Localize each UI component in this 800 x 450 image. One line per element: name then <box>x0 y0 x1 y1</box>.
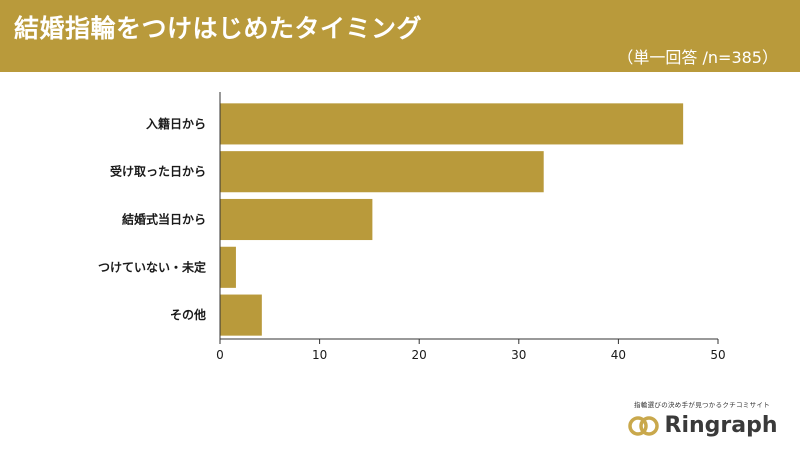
bar-4 <box>220 294 262 336</box>
x-tick-label-1: 10 <box>312 348 327 362</box>
x-tick-label-3: 30 <box>511 348 526 362</box>
x-tick-label-4: 40 <box>611 348 626 362</box>
rings-logo-icon <box>627 415 659 436</box>
brand-block: 指輪選びの決め手が見つかるクチコミサイト Ringraph <box>622 399 782 438</box>
brand-logo: Ringraph <box>622 413 782 438</box>
chart-subtitle: （単一回答 /n=385） <box>617 48 778 67</box>
bar-1 <box>220 151 544 193</box>
category-label-2: 結婚式当日から <box>122 212 206 227</box>
bar-0 <box>220 103 684 145</box>
bar-3 <box>220 246 236 288</box>
category-label-0: 入籍日から <box>146 116 206 131</box>
chart-title: 結婚指輪をつけはじめたタイミング <box>14 14 423 43</box>
bar-2 <box>220 198 373 241</box>
category-label-4: その他 <box>170 307 206 322</box>
title-banner: 結婚指輪をつけはじめたタイミング （単一回答 /n=385） <box>0 0 800 72</box>
category-label-3: つけていない・未定 <box>98 259 206 274</box>
brand-name: Ringraph <box>664 413 778 438</box>
x-tick-label-0: 0 <box>216 348 224 362</box>
x-tick-label-5: 50 <box>710 348 725 362</box>
category-label-1: 受け取った日から <box>110 164 206 179</box>
x-tick-label-2: 20 <box>412 348 427 362</box>
brand-tagline: 指輪選びの決め手が見つかるクチコミサイト <box>634 401 770 409</box>
